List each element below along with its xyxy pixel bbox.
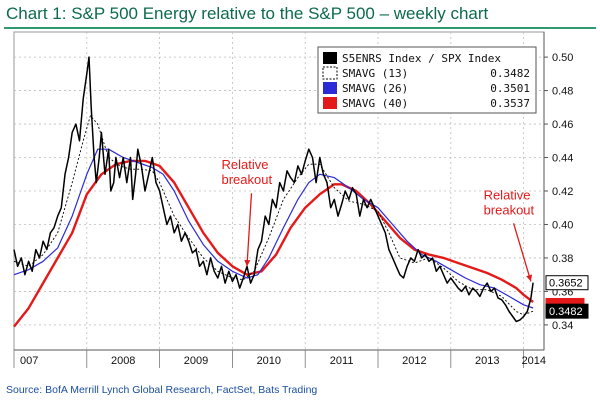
x-tick-label: 007	[20, 355, 38, 367]
chart-title: Chart 1: S&P 500 Energy relative to the …	[6, 4, 489, 23]
y-tick-label: 0.46	[552, 119, 573, 131]
x-tick-label: 2014	[522, 355, 546, 367]
annotation-arrow	[246, 193, 253, 267]
last-value-label: 0.3482	[549, 306, 583, 318]
x-tick-label: 2008	[111, 355, 135, 367]
legend-swatch-sma26	[323, 82, 337, 94]
x-tick-label: 2009	[184, 355, 208, 367]
y-tick-label: 0.44	[552, 153, 573, 165]
legend-label: SMAVG (13)	[342, 67, 408, 80]
legend-value: 0.3501	[490, 82, 530, 95]
legend-value: 0.3537	[490, 97, 530, 110]
legend-swatch-sma40	[323, 97, 337, 109]
x-axis: 007 2008 2009 2010 2011 2012 2013 2014	[13, 349, 546, 368]
x-tick-label: 2011	[330, 355, 354, 367]
y-tick-label: 0.34	[552, 320, 573, 332]
annotation-text: Relative	[221, 157, 268, 172]
annotation-text: Relative	[484, 187, 531, 202]
title-rule	[4, 27, 596, 29]
x-tick-label: 2013	[475, 355, 499, 367]
annotation-arrowhead	[244, 259, 251, 267]
legend-label: S5ENRS Index / SPX Index	[342, 52, 501, 65]
series-sma26-line	[13, 148, 534, 309]
legend-box	[317, 46, 537, 114]
legend-value: 0.3482	[490, 67, 530, 80]
legend-label: SMAVG (26)	[342, 82, 408, 95]
legend: S5ENRS Index / SPX Index SMAVG (13) 0.3482…	[317, 46, 537, 114]
series-price-line	[13, 56, 534, 323]
series-sma40-line	[13, 159, 534, 328]
x-tick-label: 2010	[257, 355, 281, 367]
last-value-label: 0.3652	[549, 278, 583, 290]
source-note: Source: BofA Merrill Lynch Global Resear…	[6, 384, 318, 396]
grid	[14, 32, 544, 350]
y-tick-label: 0.42	[552, 186, 573, 198]
x-tick-label: 2012	[402, 355, 426, 367]
last-value-box	[545, 275, 589, 291]
legend-label: SMAVG (40)	[342, 97, 408, 110]
annotation-text: breakout	[221, 172, 272, 187]
legend-swatch-price	[323, 52, 337, 64]
y-tick-label: 0.38	[552, 253, 573, 265]
series-layer	[13, 56, 534, 328]
y-tick-label: 0.40	[552, 219, 573, 231]
legend-swatch-sma13	[322, 66, 338, 80]
y-tick-label: 0.50	[552, 52, 573, 64]
last-value-box	[545, 303, 589, 319]
y-tick-label: 0.48	[552, 86, 573, 98]
annotation-text: breakout	[484, 202, 535, 217]
annotation-arrowhead	[526, 274, 533, 282]
last-value-labels: 0.3652 0.3482	[545, 275, 589, 319]
annotation-arrow	[512, 223, 532, 282]
